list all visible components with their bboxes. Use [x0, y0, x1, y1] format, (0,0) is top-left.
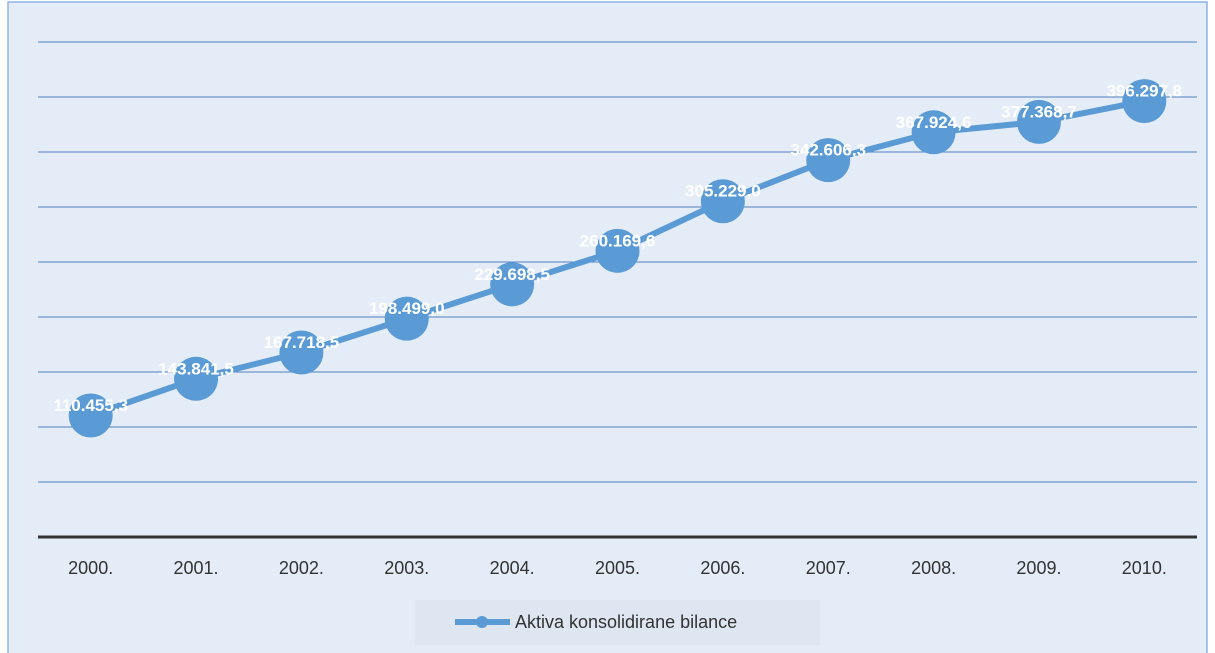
marker: [279, 330, 324, 375]
x-tick-label: 2008.: [911, 558, 956, 578]
data-label: 305.229,0: [685, 182, 761, 201]
data-label: 167.718,5: [264, 333, 340, 352]
x-tick-label: 2001.: [174, 558, 219, 578]
chart-area: [7, 1, 1208, 653]
x-tick-label: 2000.: [68, 558, 113, 578]
x-tick-label: 2005.: [595, 558, 640, 578]
marker: [1122, 79, 1167, 124]
marker: [384, 296, 429, 341]
data-label: 396.297,8: [1106, 82, 1182, 101]
marker: [490, 262, 535, 307]
marker: [700, 179, 745, 224]
marker: [806, 138, 851, 183]
legend-marker: [476, 616, 488, 628]
data-label: 143.841,5: [158, 359, 234, 378]
data-label: 110.455,3: [53, 396, 128, 415]
x-tick-label: 2010.: [1122, 558, 1167, 578]
data-label: 229.698,5: [474, 265, 550, 284]
data-label: 260.169,6: [580, 231, 656, 250]
x-tick-label: 2006.: [700, 558, 745, 578]
data-label: 367.924,6: [896, 113, 972, 132]
x-tick-label: 2002.: [279, 558, 324, 578]
marker: [1016, 99, 1061, 144]
x-tick-label: 2007.: [806, 558, 851, 578]
x-tick-label: 2003.: [384, 558, 429, 578]
data-label: 342.606,3: [790, 141, 866, 160]
marker: [911, 110, 956, 155]
data-label: 198.499,0: [369, 299, 445, 318]
marker: [595, 228, 640, 273]
legend-label: Aktiva konsolidirane bilance: [515, 612, 737, 632]
x-tick-label: 2009.: [1016, 558, 1061, 578]
x-tick-label: 2004.: [490, 558, 535, 578]
data-label: 377.368,7: [1001, 102, 1077, 121]
marker: [174, 356, 219, 401]
marker: [68, 393, 113, 438]
